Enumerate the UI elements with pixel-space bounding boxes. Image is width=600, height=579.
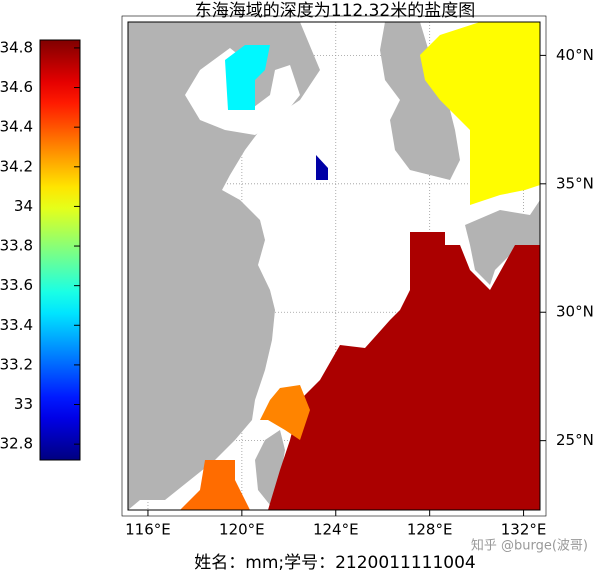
salinity-patch — [316, 155, 328, 180]
title: 东海海域的深度为112.32米的盐度图 — [195, 1, 475, 21]
colorbar-tick-label: 34.2 — [0, 157, 33, 175]
colorbar-tick-label: 34.4 — [0, 118, 33, 136]
colorbar-tick-label: 34.8 — [0, 38, 33, 56]
watermark: 知乎 @burge(波哥) — [471, 538, 588, 554]
colorbar-tick-label: 33.6 — [0, 276, 33, 294]
salinity-patch — [420, 22, 540, 205]
korea — [380, 22, 460, 180]
x-tick-label: 120°E — [219, 521, 265, 539]
salinity-layer — [180, 22, 540, 510]
salinity-patch — [180, 460, 250, 510]
x-tick-label: 132°E — [501, 521, 547, 539]
x-tick-label: 116°E — [125, 521, 171, 539]
map-border — [121, 15, 547, 517]
colorbar-tick-label: 33 — [14, 395, 33, 413]
y-tick-label: 35°N — [556, 174, 594, 192]
colorbar-tick-label: 33.4 — [0, 316, 33, 334]
japan — [465, 200, 540, 285]
y-tick-label: 30°N — [556, 303, 594, 321]
mainland — [128, 22, 320, 510]
salinity-patch — [260, 385, 310, 440]
footer: 姓名：mm;学号：2120011111004 — [194, 553, 475, 573]
bohai-sea — [185, 48, 300, 135]
colorbar — [39, 39, 81, 461]
salinity-patch — [268, 232, 540, 510]
map-frame — [127, 21, 541, 511]
colorbar-tick-label: 32.8 — [0, 435, 33, 453]
x-tick-label: 128°E — [407, 521, 453, 539]
x-tick-label: 124°E — [313, 521, 359, 539]
colorbar-tick-label: 33.8 — [0, 237, 33, 255]
y-tick-label: 25°N — [556, 431, 594, 449]
y-tick-label: 40°N — [556, 46, 594, 64]
colorbar-tick-label: 34.6 — [0, 78, 33, 96]
salinity-patch — [225, 45, 270, 110]
colorbar-tick-label: 33.2 — [0, 355, 33, 373]
colorbar-tick-label: 34 — [14, 197, 33, 215]
